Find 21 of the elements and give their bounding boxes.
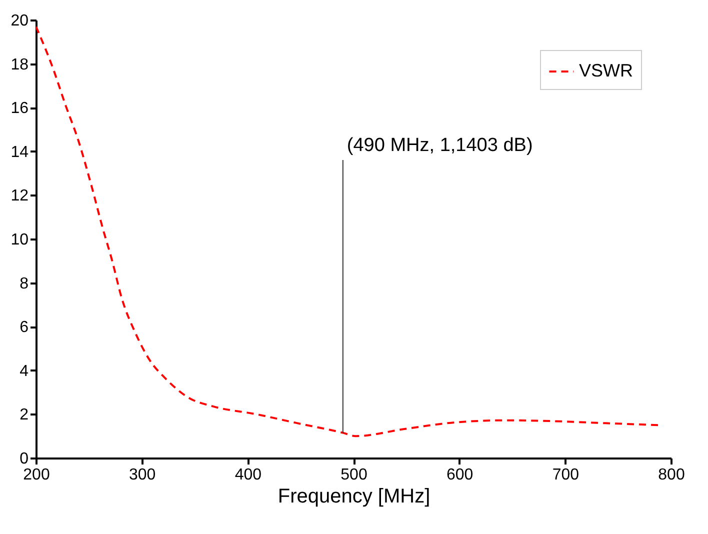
x-tick-label: 700 — [552, 466, 580, 484]
y-tick-label: 14 — [10, 144, 29, 161]
y-tick-label: 18 — [10, 56, 29, 74]
y-tick-label: 0 — [20, 450, 29, 468]
y-tick-label: 16 — [10, 100, 29, 118]
x-axis-title: Frequency [MHz] — [278, 486, 430, 508]
annotation: (490 MHz, 1,1403 dB) — [346, 135, 533, 156]
y-tick-label: 20 — [10, 12, 29, 30]
x-tick-label: 500 — [340, 466, 368, 484]
y-tick-label: 2 — [20, 406, 29, 424]
x-tick-label: 800 — [658, 466, 685, 484]
y-tick-label: 4 — [20, 362, 29, 380]
x-tick-label: 200 — [23, 466, 50, 484]
x-tick-label: 300 — [128, 466, 156, 484]
y-tick-label: 8 — [20, 275, 29, 292]
y-tick-label: 12 — [10, 188, 29, 205]
x-tick-label: 400 — [234, 466, 262, 484]
legend-label: VSWR — [579, 60, 633, 80]
x-tick-label: 600 — [446, 466, 474, 484]
y-tick-label: 10 — [10, 232, 29, 248]
y-tick-label: 6 — [20, 319, 29, 336]
